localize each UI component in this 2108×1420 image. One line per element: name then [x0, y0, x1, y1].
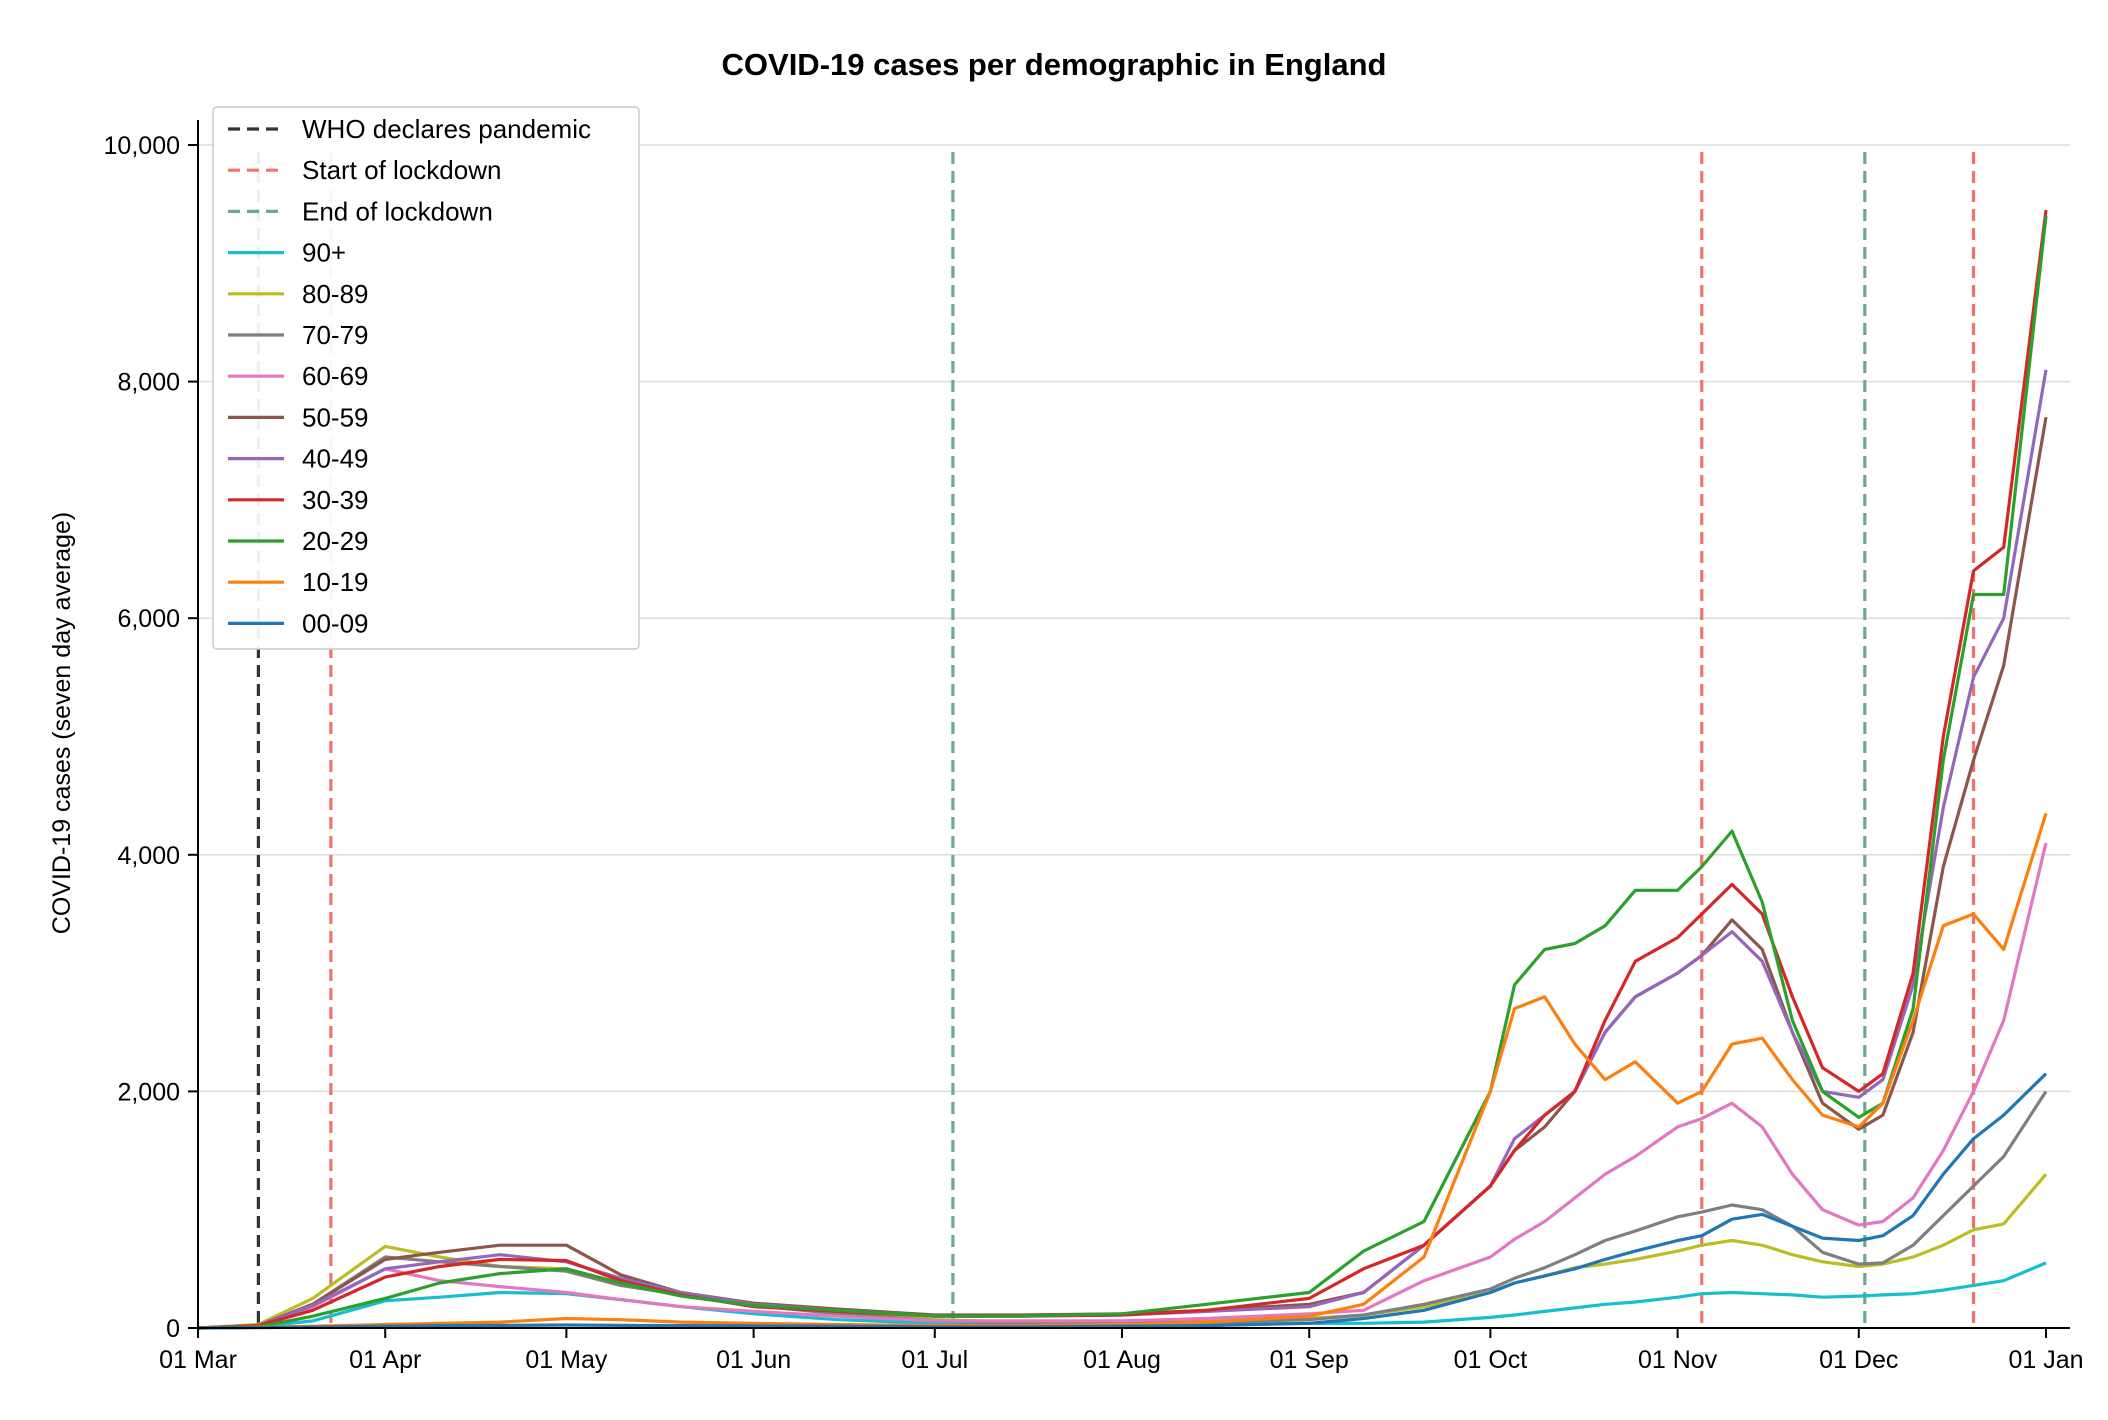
series-line-00-09 — [197, 1072, 2048, 1330]
y-tick-label: 6,000 — [117, 605, 180, 633]
legend-item: 10-19 — [228, 567, 369, 597]
series-line-60-69 — [197, 842, 2048, 1330]
y-tick-label: 2,000 — [117, 1078, 180, 1106]
series-lines — [197, 209, 2048, 1330]
legend-item: 80-89 — [228, 279, 369, 309]
series-line-70-79 — [197, 1090, 2048, 1330]
legend-item: 40-49 — [228, 444, 369, 474]
x-ticks: 01 Mar 01 Apr 01 May 01 Jun 01 Jul 01 Aug 01 S… — [159, 1328, 2084, 1374]
legend-label: WHO declares pandemic — [302, 114, 591, 144]
x-tick-label: 01 Jan — [2008, 1346, 2083, 1374]
legend-item: 00-09 — [228, 608, 369, 638]
legend-item: 60-69 — [228, 361, 369, 391]
legend-item: End of lockdown — [228, 196, 493, 226]
x-tick-label: 01 Mar — [159, 1346, 237, 1374]
axes — [197, 120, 2070, 1329]
legend-label: 40-49 — [302, 444, 369, 474]
legend-frame — [212, 106, 640, 650]
x-tick-label: 01 Nov — [1638, 1346, 1718, 1374]
legend-item: 90+ — [228, 238, 346, 268]
legend-item: 30-39 — [228, 485, 369, 515]
series-line-10-19 — [197, 812, 2048, 1330]
y-ticks: 0 2,000 4,000 6,000 8,000 10,000 — [104, 132, 198, 1343]
legend-item: 50-59 — [228, 402, 369, 432]
x-tick-label: 01 Apr — [349, 1346, 421, 1374]
series-line-90plus — [197, 1261, 2047, 1330]
series-line-80-89 — [197, 1173, 2048, 1330]
x-tick-label: 01 May — [525, 1346, 607, 1374]
y-axis-label: COVID-19 cases (seven day average) — [48, 512, 76, 934]
legend-item: 20-29 — [228, 526, 369, 556]
x-tick-label: 01 Jun — [716, 1346, 791, 1374]
legend-item: 70-79 — [228, 320, 369, 350]
x-tick-label: 01 Oct — [1454, 1346, 1528, 1374]
x-tick-label: 01 Jul — [901, 1346, 968, 1374]
legend-item: Start of lockdown — [228, 155, 501, 185]
legend-label: 60-69 — [302, 361, 369, 391]
legend-label: 70-79 — [302, 320, 369, 350]
legend-label: 50-59 — [302, 402, 369, 432]
x-tick-label: 01 Sep — [1270, 1346, 1349, 1374]
legend-label: End of lockdown — [302, 196, 493, 226]
x-tick-label: 01 Dec — [1819, 1346, 1898, 1374]
legend-label: 30-39 — [302, 485, 369, 515]
chart-title: COVID-19 cases per demographic in Englan… — [722, 47, 1387, 82]
legend-label: 00-09 — [302, 608, 369, 638]
series-line-30-39 — [197, 209, 2048, 1330]
legend-label: Start of lockdown — [302, 155, 501, 185]
legend-label: 10-19 — [302, 567, 369, 597]
x-tick-label: 01 Aug — [1083, 1346, 1161, 1374]
legend: WHO declares pandemic Start of lockdown En… — [212, 106, 640, 650]
legend-label: 90+ — [302, 238, 346, 268]
legend-label: 80-89 — [302, 279, 369, 309]
y-tick-label: 10,000 — [104, 132, 180, 160]
legend-item: WHO declares pandemic — [228, 114, 591, 144]
y-tick-label: 4,000 — [117, 842, 180, 870]
y-tick-label: 0 — [166, 1315, 180, 1343]
y-tick-label: 8,000 — [117, 369, 180, 397]
legend-label: 20-29 — [302, 526, 369, 556]
